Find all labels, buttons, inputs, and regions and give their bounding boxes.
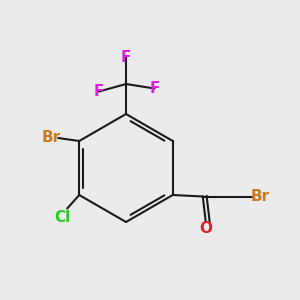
Text: Br: Br: [41, 130, 60, 146]
Text: O: O: [199, 220, 212, 236]
Text: Br: Br: [250, 189, 269, 204]
Text: F: F: [94, 84, 104, 99]
Text: F: F: [149, 81, 160, 96]
Text: F: F: [121, 50, 131, 64]
Text: Cl: Cl: [55, 210, 71, 225]
